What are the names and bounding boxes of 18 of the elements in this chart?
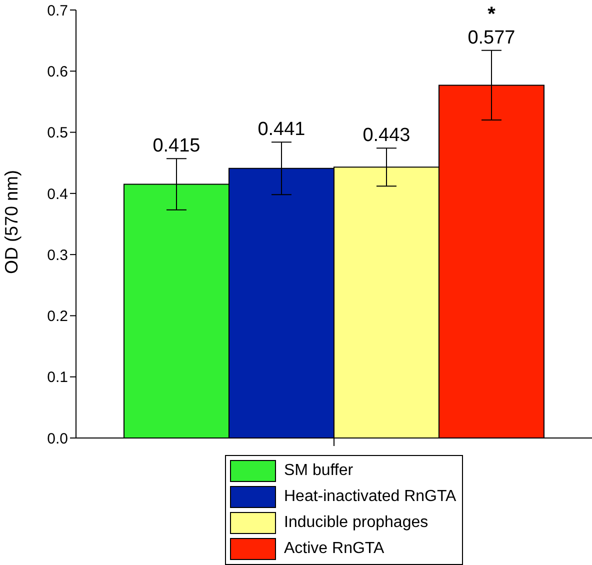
y-tick-label: 0.5 [47,124,68,142]
legend-label: Inducible prophages [284,514,428,532]
y-axis-title: OD (570 nm) [1,170,22,274]
legend-label: SM buffer [284,462,354,480]
data-label: 0.577 [468,27,516,48]
annotation: * [488,3,496,26]
data-label: 0.441 [258,119,306,140]
data-label: 0.415 [152,136,200,157]
y-tick-label: 0.0 [47,430,68,448]
y-tick-label: 0.3 [47,246,68,264]
legend-label: Active RnGTA [284,540,384,558]
y-tick-label: 0.2 [47,308,68,326]
y-tick-label: 0.4 [47,186,68,203]
legend-label: Heat-inactivated RnGTA [284,488,456,506]
y-tick-label: 0.7 [47,2,68,20]
y-tick-label: 0.6 [47,63,68,80]
y-tick-label: 0.1 [47,369,68,386]
data-label: 0.443 [362,125,410,146]
